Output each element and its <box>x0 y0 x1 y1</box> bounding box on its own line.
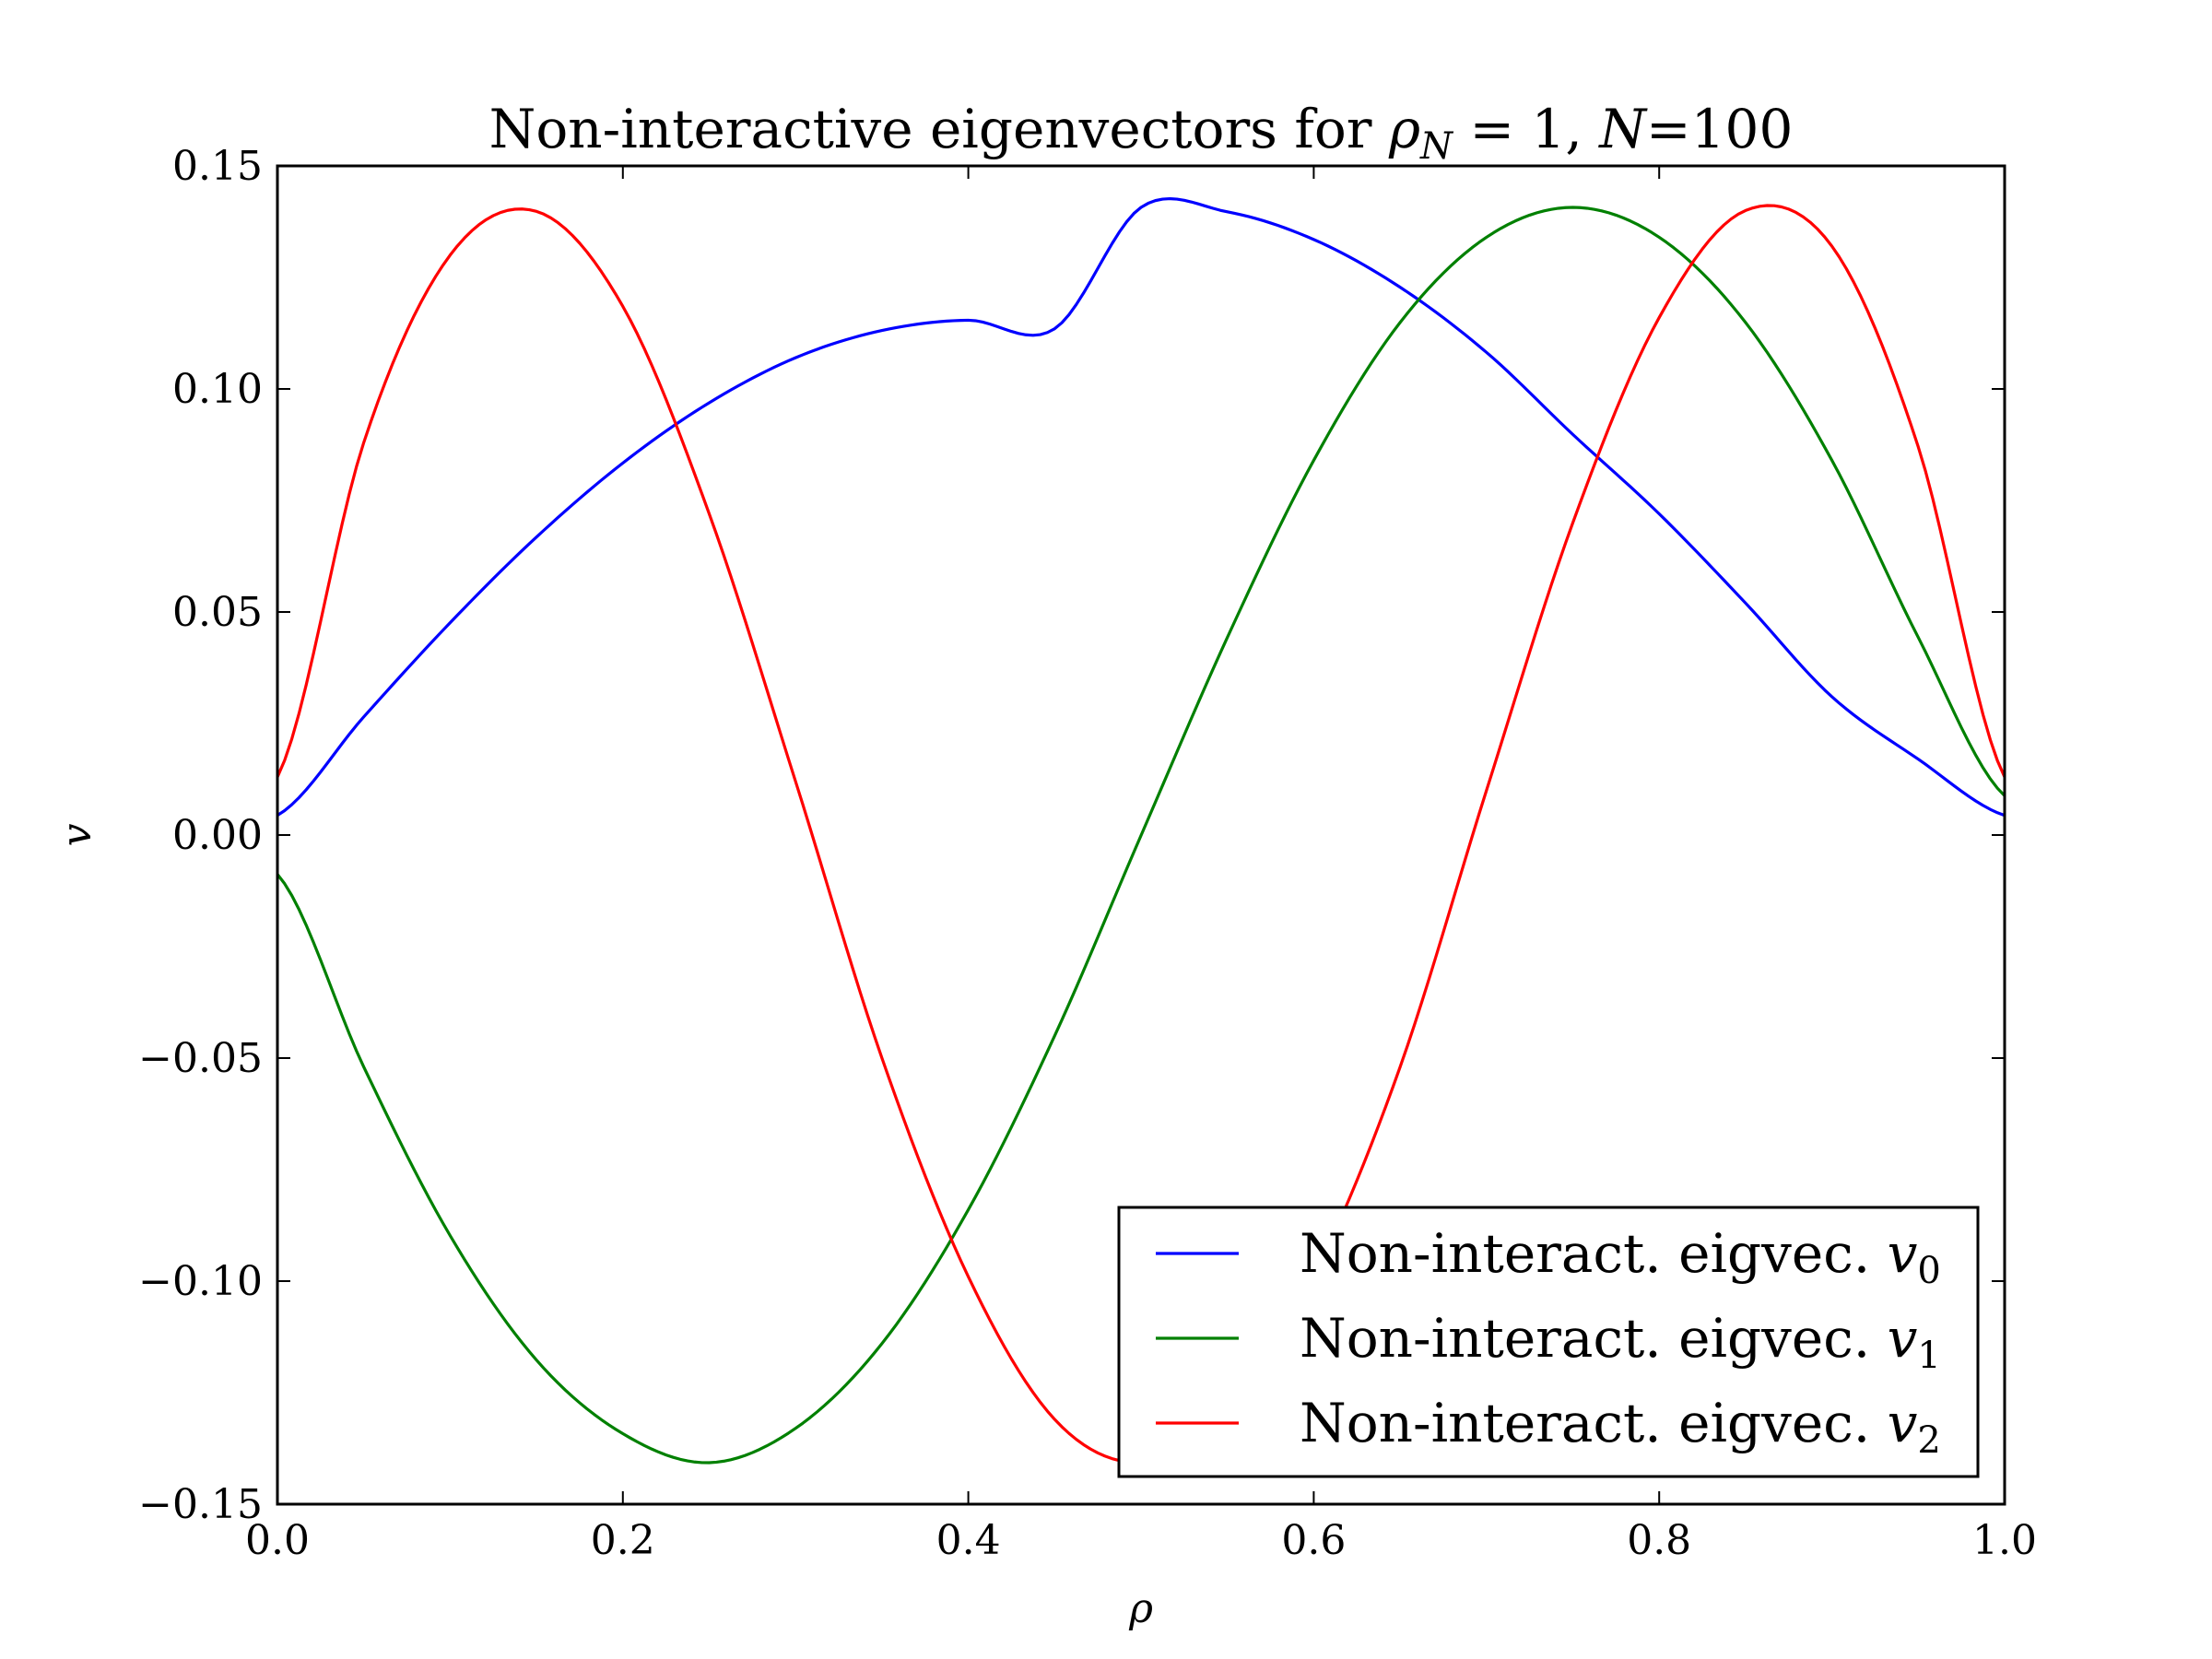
legend-box <box>1117 1206 1980 1478</box>
series-line-v0 <box>277 196 2005 818</box>
x-axis-label: ρ <box>1128 1585 1153 1632</box>
legend-label-v0: Non-interact. eigvec. v0 <box>1300 1222 1941 1292</box>
title-rho-sub: N <box>1419 125 1454 168</box>
y-tick-label: 0.10 <box>172 366 263 413</box>
y-tick-label: −0.10 <box>138 1258 263 1305</box>
title-rho: ρ <box>1388 98 1420 160</box>
legend-label-v1: Non-interact. eigvec. v1 <box>1300 1307 1941 1377</box>
y-tick-label: 0.05 <box>172 589 263 636</box>
x-tick-label: 1.0 <box>1972 1517 2037 1564</box>
y-tick-label: 0.00 <box>172 812 263 859</box>
x-tick-label: 0.6 <box>1281 1517 1346 1564</box>
title-suffix: =100 <box>1646 98 1793 160</box>
chart-title: Non-interactive eigenvectors for ρN = 1,… <box>489 98 1794 168</box>
x-tick-label: 0.2 <box>591 1517 655 1564</box>
x-tick-label: 0.4 <box>936 1517 1001 1564</box>
y-tick-label: −0.15 <box>138 1481 263 1528</box>
title-prefix: Non-interactive eigenvectors for <box>489 98 1389 160</box>
x-tick-label: 0.8 <box>1627 1517 1691 1564</box>
legend-label-v2: Non-interact. eigvec. v2 <box>1300 1392 1941 1462</box>
x-tick-label: 0.0 <box>245 1517 310 1564</box>
y-axis-label: v <box>53 823 100 846</box>
y-tick-label: 0.15 <box>172 143 263 190</box>
tick-layer: 0.0 0.2 0.4 0.6 0.8 1.0 0.15 0.10 0.05 0.00 −0.05 −… <box>138 143 2037 1564</box>
legend: Non-interact. eigvec. v0 Non-interact. ei… <box>1117 1206 1980 1478</box>
title-mid: = 1, <box>1453 98 1599 160</box>
title-n: N <box>1597 98 1648 160</box>
series-line-v1 <box>277 206 2005 1465</box>
y-tick-label: −0.05 <box>138 1035 263 1082</box>
